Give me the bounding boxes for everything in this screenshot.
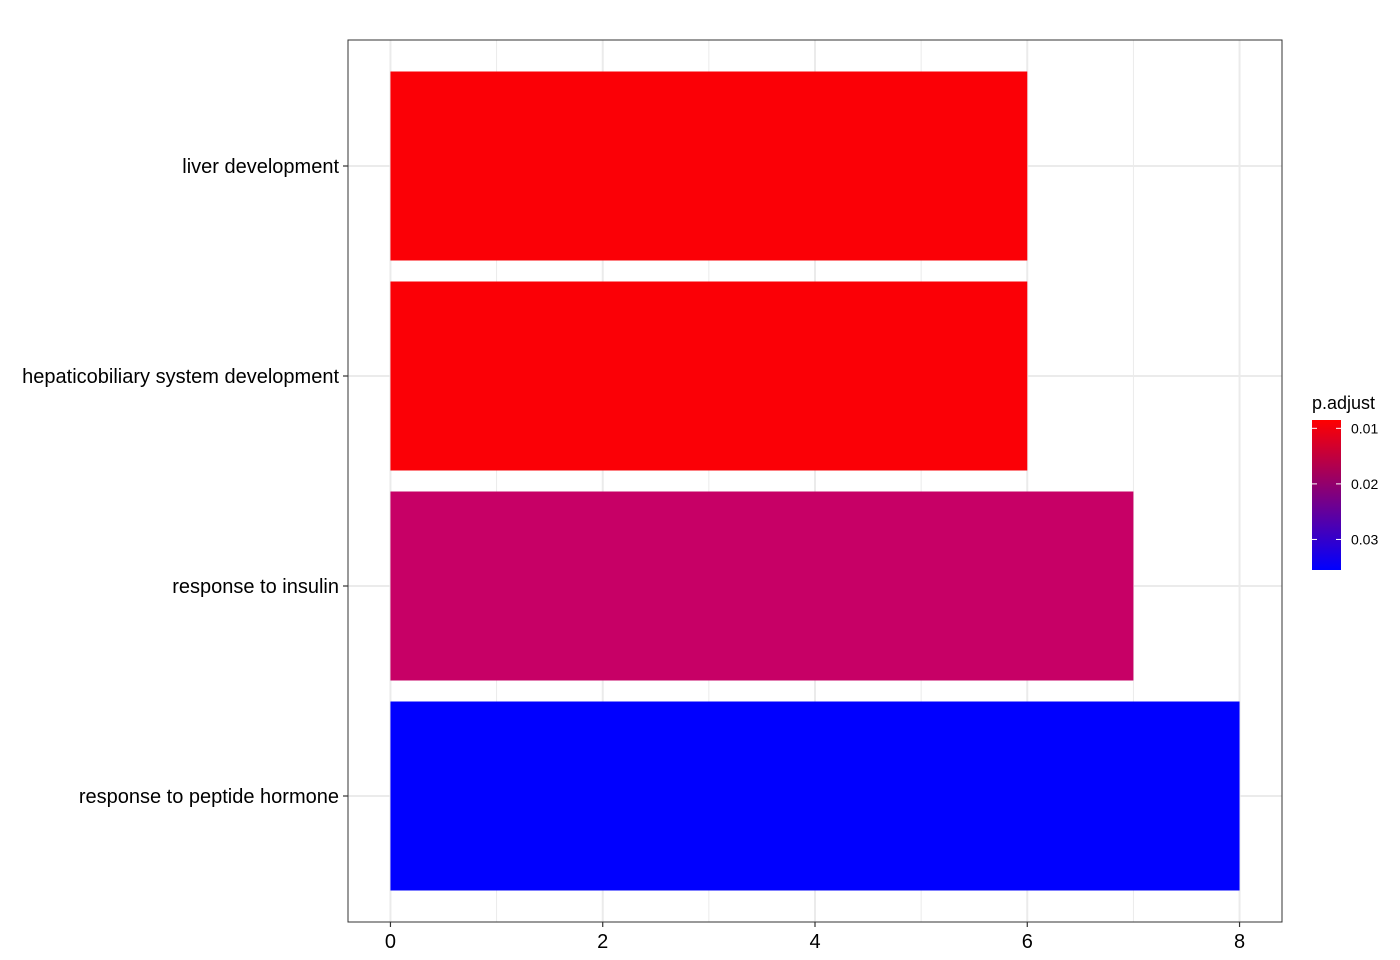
bar xyxy=(390,281,1028,471)
bar xyxy=(390,491,1134,681)
y-tick-label: hepaticobiliary system development xyxy=(22,366,339,388)
x-tick-label: 6 xyxy=(1022,931,1033,953)
x-tick-label: 0 xyxy=(385,931,396,953)
bar xyxy=(390,701,1240,891)
legend-tick-label: 0.03 xyxy=(1351,531,1378,547)
y-tick-label: liver development xyxy=(182,156,339,178)
x-tick-label: 4 xyxy=(809,931,820,953)
legend-tick-label: 0.01 xyxy=(1351,420,1378,436)
legend-tick-label: 0.02 xyxy=(1351,476,1378,492)
x-tick-label: 8 xyxy=(1234,931,1245,953)
y-tick-label: response to insulin xyxy=(172,576,339,598)
bars xyxy=(390,71,1240,891)
legend: p.adjust 0.01 0.02 0.03 xyxy=(1312,393,1378,570)
axes: liver development hepaticobiliary system … xyxy=(22,156,1245,953)
x-tick-label: 2 xyxy=(597,931,608,953)
y-tick-label: response to peptide hormone xyxy=(79,786,339,808)
legend-color-bar xyxy=(1312,420,1341,570)
bar xyxy=(390,71,1028,261)
legend-title: p.adjust xyxy=(1312,393,1375,413)
